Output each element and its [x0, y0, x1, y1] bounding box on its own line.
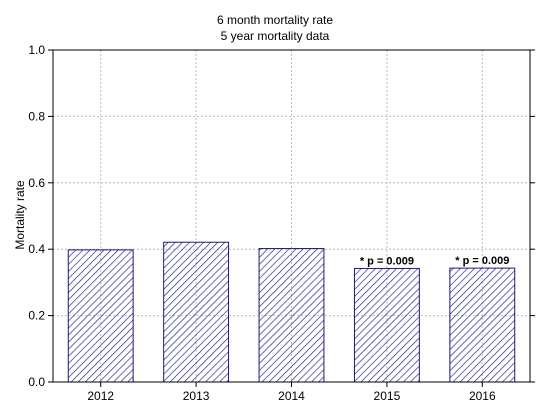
- bar-2012: [67, 249, 134, 383]
- bar-2013: [163, 241, 230, 383]
- y-tick-label: 0.8: [28, 109, 45, 123]
- y-tick-label: 0.4: [28, 242, 45, 256]
- axes: 0.0 0.2 0.4 0.6 0.8 1.0 2012 2013 2014 2015 * p = …: [28, 43, 535, 403]
- y-tick-label: 1.0: [28, 43, 45, 57]
- annotation-2015: * p = 0.009: [360, 255, 414, 267]
- y-tick-label: 0.2: [28, 309, 45, 323]
- y-axis-label: Mortality rate: [13, 180, 27, 250]
- x-tick-label: 2015: [374, 389, 401, 403]
- x-tick-label: 2012: [87, 389, 114, 403]
- y-tick-label: 0.0: [28, 375, 45, 389]
- y-tick-label: 0.6: [28, 176, 45, 190]
- bars: [67, 241, 516, 383]
- annotation-2016: * p = 0.009: [455, 255, 509, 267]
- chart-title: 6 month mortality rate: [217, 13, 333, 27]
- bar-2016: [449, 267, 516, 383]
- x-tick-label: 2013: [183, 389, 210, 403]
- x-tick-label: 2014: [278, 389, 305, 403]
- x-tick-label: 2016: [469, 389, 496, 403]
- bar-2014: [258, 248, 325, 383]
- chart-subtitle: 5 year mortality data: [221, 29, 330, 43]
- bar-2015: [353, 267, 420, 383]
